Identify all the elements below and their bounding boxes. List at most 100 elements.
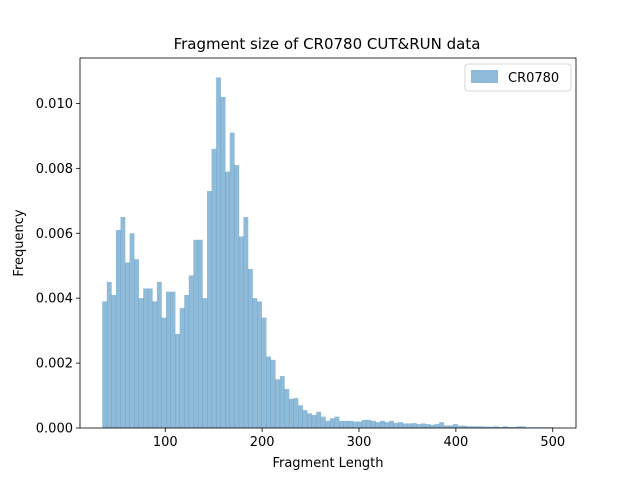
histogram-bar: [261, 317, 267, 428]
histogram-bar: [334, 416, 340, 428]
histogram-bar: [411, 423, 417, 428]
histogram-bar: [298, 405, 303, 428]
histogram-bar: [416, 424, 422, 428]
histogram-bar: [498, 427, 504, 428]
histogram-bar: [166, 291, 171, 428]
histogram-bar: [448, 425, 454, 428]
histogram-bar: [348, 420, 353, 428]
histogram-bar: [366, 419, 372, 428]
x-axis-label: Fragment Length: [272, 456, 383, 471]
histogram-bar: [288, 398, 294, 428]
histogram-bar: [143, 288, 149, 428]
histogram-bar: [125, 262, 130, 428]
histogram-bar: [293, 398, 299, 428]
histogram-bar: [407, 423, 413, 428]
histogram-bar: [257, 301, 262, 428]
histogram-bar: [398, 422, 404, 428]
histogram-bar: [343, 420, 349, 428]
histogram-bars: [102, 77, 554, 429]
histogram-bar: [434, 424, 440, 428]
histogram-bar: [325, 420, 331, 428]
x-tick-label: 200: [250, 435, 275, 450]
y-axis-label: Frequency: [12, 209, 27, 276]
histogram-bar: [311, 415, 317, 428]
histogram-bar: [193, 239, 199, 428]
histogram-bar: [134, 259, 139, 428]
x-tick-label: 300: [347, 435, 372, 450]
histogram-bar: [320, 416, 326, 428]
histogram-bar: [216, 77, 221, 428]
legend: CR0780: [464, 63, 572, 92]
histogram-bar: [202, 298, 208, 428]
plot-area-frame: [79, 57, 577, 429]
histogram-bar: [357, 421, 363, 428]
histogram-bar: [238, 236, 244, 428]
histogram-bar: [475, 426, 481, 428]
histogram-bar: [421, 423, 426, 428]
histogram-bar: [184, 294, 190, 428]
y-axis: 0.000 0.002 0.004 0.006 0.008 0.010: [36, 97, 80, 437]
histogram-bar: [493, 426, 499, 428]
histogram-bar: [361, 419, 367, 428]
histogram-bar: [170, 291, 176, 428]
y-tick-label: 0.010: [36, 97, 73, 112]
histogram-bar: [175, 333, 180, 428]
histogram-bar: [207, 191, 212, 428]
histogram-bar: [147, 288, 153, 428]
histogram-bar: [138, 298, 144, 428]
histogram-bar: [521, 426, 527, 428]
histogram-bar: [489, 426, 495, 428]
histogram-bar: [270, 359, 276, 428]
histogram-bar: [129, 233, 135, 428]
histogram-bar: [375, 422, 381, 428]
histogram-bar: [339, 420, 344, 428]
histogram-bar: [156, 281, 162, 428]
histogram-bar: [106, 281, 112, 428]
histogram-bar: [389, 420, 394, 428]
histogram-bar: [457, 425, 463, 428]
histogram-bar: [507, 427, 513, 428]
histogram-bar: [329, 418, 335, 428]
histogram-bar: [279, 376, 285, 428]
y-tick-label: 0.008: [36, 162, 73, 177]
histogram-bar: [161, 317, 167, 428]
histogram-bar: [225, 171, 231, 428]
histogram-bar: [516, 426, 522, 428]
histogram-bar: [402, 423, 408, 428]
histogram-bar: [502, 426, 508, 428]
x-tick-label: 500: [540, 435, 565, 450]
histogram-bar: [284, 389, 290, 428]
histogram-bar: [384, 422, 390, 428]
y-tick-label: 0.006: [36, 227, 73, 242]
histogram-bar: [425, 424, 431, 428]
histogram-bar: [461, 425, 467, 428]
legend-label: CR0780: [508, 71, 559, 86]
histogram-bar: [466, 426, 472, 428]
histogram-bar: [252, 298, 258, 428]
histogram-bar: [316, 411, 322, 428]
histogram-bar: [452, 424, 458, 428]
y-tick-label: 0.002: [36, 357, 73, 372]
histogram-bar: [120, 217, 126, 428]
histogram-bar: [480, 426, 486, 428]
y-tick-label: 0.000: [36, 422, 73, 437]
y-tick-label: 0.004: [36, 292, 73, 307]
histogram-bar: [211, 148, 217, 428]
histogram-bar: [197, 239, 203, 428]
histogram-bar: [115, 230, 121, 428]
histogram-bar: [266, 356, 272, 428]
histogram-bar: [234, 165, 240, 429]
histogram-bar: [188, 275, 194, 428]
histogram-bar: [430, 424, 435, 428]
histogram-bar: [302, 410, 308, 428]
histogram-bar: [307, 413, 313, 428]
histogram-bar: [275, 379, 281, 428]
histogram-bar: [352, 421, 358, 428]
histogram-bar: [111, 294, 117, 428]
histogram-bar: [179, 307, 185, 428]
histogram-bar: [484, 426, 490, 428]
histogram-bar: [370, 420, 376, 428]
histogram-bar: [443, 425, 449, 428]
histogram-bar: [439, 422, 445, 428]
histogram-bar: [393, 422, 399, 428]
